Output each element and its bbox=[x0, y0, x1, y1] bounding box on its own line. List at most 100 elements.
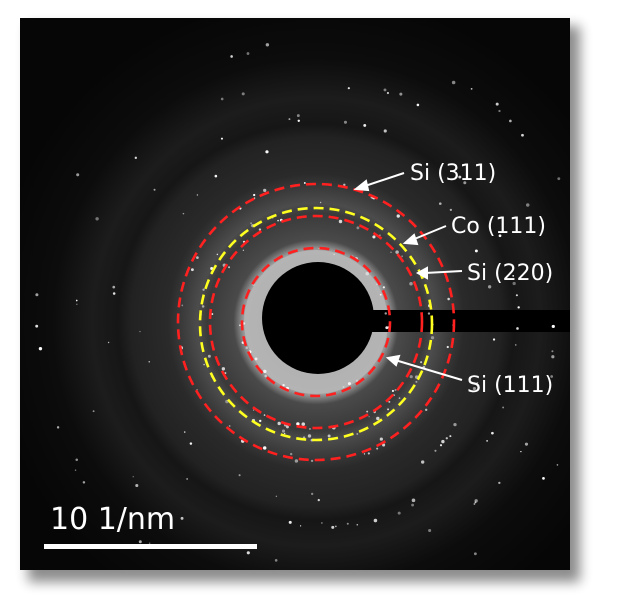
diffraction-spot bbox=[319, 600, 321, 602]
diffraction-spot bbox=[287, 387, 289, 389]
diffraction-spot bbox=[401, 255, 404, 258]
diffraction-spot bbox=[409, 282, 413, 286]
diffraction-spot bbox=[473, 503, 476, 505]
diffraction-spot bbox=[356, 226, 360, 230]
diffraction-spot bbox=[427, 312, 431, 315]
diffraction-spot bbox=[420, 361, 423, 364]
diffraction-spot bbox=[182, 212, 185, 215]
diffraction-spot bbox=[441, 439, 445, 444]
diffraction-spot bbox=[259, 419, 262, 423]
diffraction-spot bbox=[201, 305, 205, 308]
diffraction-spot bbox=[294, 459, 299, 463]
diffraction-spot bbox=[387, 408, 390, 411]
diffraction-spots bbox=[35, 43, 590, 602]
diffraction-spot bbox=[416, 103, 420, 107]
diffraction-spot bbox=[135, 483, 139, 488]
diffraction-spot bbox=[382, 286, 385, 289]
diffraction-spot bbox=[139, 330, 141, 333]
diffraction-spot bbox=[411, 498, 416, 503]
diffraction-spot bbox=[379, 293, 382, 296]
diffraction-spot bbox=[434, 449, 437, 452]
diffraction-spot bbox=[196, 256, 199, 260]
diffraction-spot bbox=[394, 389, 397, 392]
diffraction-spot bbox=[299, 525, 302, 527]
diffraction-spot bbox=[196, 194, 199, 196]
diffraction-spot bbox=[498, 234, 502, 238]
diffraction-spot bbox=[376, 416, 380, 421]
ring-si-220 bbox=[208, 214, 424, 430]
diffraction-spot bbox=[74, 469, 77, 471]
diffraction-spot bbox=[263, 369, 267, 374]
diffraction-spot bbox=[463, 181, 467, 185]
diffraction-spot bbox=[277, 421, 281, 426]
diffraction-spot bbox=[390, 251, 392, 254]
diffraction-spot bbox=[395, 250, 399, 254]
diffraction-spot bbox=[38, 346, 43, 351]
diffraction-spot bbox=[241, 92, 245, 96]
diffraction-spot bbox=[557, 177, 561, 181]
diffraction-spot bbox=[263, 188, 267, 193]
diffraction-spot bbox=[363, 123, 367, 127]
diffraction-spot bbox=[148, 360, 151, 363]
diffraction-spot bbox=[376, 283, 378, 285]
diffraction-spot bbox=[514, 344, 517, 346]
diffraction-spot bbox=[502, 406, 505, 409]
diffraction-spot bbox=[509, 119, 512, 123]
diffraction-spot bbox=[445, 437, 448, 440]
diffraction-spot bbox=[296, 114, 300, 118]
diffraction-spot bbox=[138, 540, 142, 544]
diffraction-spot bbox=[92, 410, 95, 413]
diffraction-spot bbox=[317, 498, 320, 502]
diffraction-spot bbox=[230, 55, 233, 58]
diffraction-spot bbox=[237, 587, 239, 589]
diffraction-spot bbox=[373, 518, 378, 523]
diffraction-spot bbox=[112, 285, 116, 289]
diffraction-spot bbox=[550, 375, 554, 378]
diffraction-spot bbox=[449, 435, 452, 438]
diffraction-spot bbox=[512, 275, 515, 277]
diffraction-spot bbox=[134, 156, 137, 160]
diffraction-spot bbox=[112, 292, 116, 295]
diffraction-spot bbox=[242, 249, 245, 252]
label-si-220: Si (220) bbox=[467, 261, 553, 286]
diffraction-spot bbox=[446, 345, 449, 349]
diffraction-spot bbox=[75, 299, 78, 302]
diffraction-spot bbox=[296, 422, 300, 426]
diffraction-spot bbox=[398, 397, 401, 399]
diffraction-spot bbox=[307, 434, 312, 438]
diffraction-spot bbox=[415, 380, 418, 383]
diffraction-spot bbox=[453, 423, 457, 427]
diffraction-spot bbox=[186, 478, 188, 480]
diffraction-spot bbox=[367, 452, 370, 455]
diffraction-spot bbox=[265, 43, 270, 47]
diffraction-spot bbox=[274, 559, 278, 562]
diffraction-spot bbox=[474, 501, 477, 504]
diffraction-spot bbox=[242, 322, 246, 325]
diffraction-spot bbox=[516, 327, 519, 330]
diffraction-spot bbox=[263, 446, 267, 450]
diffraction-spot bbox=[383, 88, 387, 92]
diffraction-spot bbox=[181, 304, 184, 307]
beam-stop bbox=[262, 262, 374, 374]
diffraction-spot bbox=[132, 476, 134, 478]
diffraction-spot bbox=[331, 525, 335, 529]
diffraction-spot bbox=[338, 219, 343, 224]
ring-si-311 bbox=[176, 182, 456, 462]
diffraction-spot bbox=[321, 522, 323, 524]
diffraction-spot bbox=[153, 188, 156, 191]
diffraction-spot bbox=[224, 372, 227, 374]
diffraction-spot bbox=[428, 528, 432, 533]
diffraction-spot bbox=[399, 92, 403, 96]
diffraction-spot bbox=[220, 97, 224, 101]
diffraction-spot bbox=[319, 201, 322, 204]
diffraction-spot bbox=[474, 249, 478, 253]
diffraction-spot bbox=[281, 429, 286, 433]
diffraction-spot bbox=[517, 306, 520, 309]
diffraction-spot bbox=[202, 288, 205, 291]
diffraction-spot bbox=[228, 425, 231, 427]
diffraction-spot bbox=[254, 357, 258, 361]
diffraction-spot bbox=[355, 379, 359, 383]
diffraction-spot bbox=[368, 416, 370, 418]
diffraction-spot bbox=[588, 361, 590, 363]
